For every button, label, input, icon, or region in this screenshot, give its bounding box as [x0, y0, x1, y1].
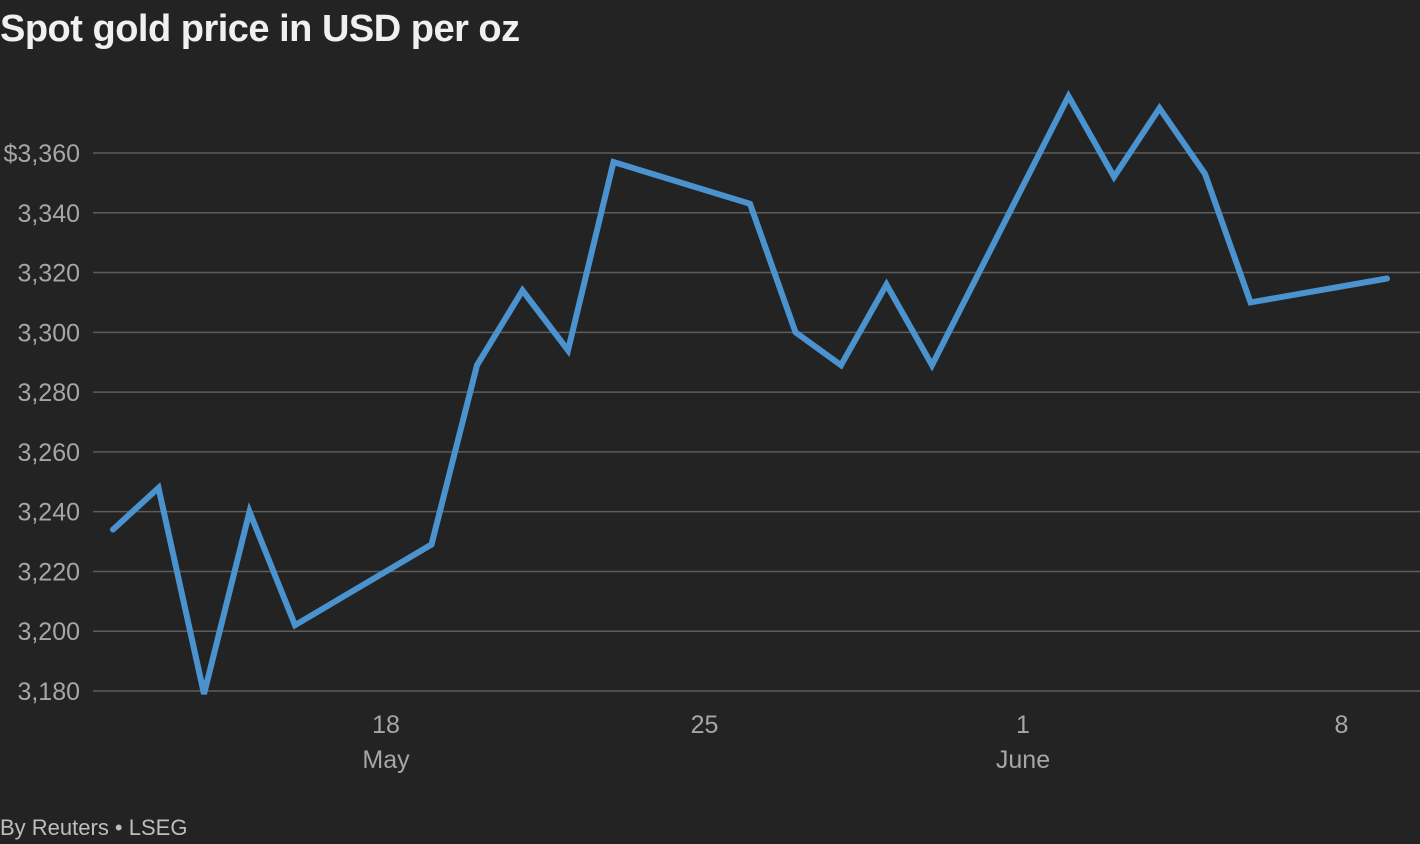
- x-month-label: June: [996, 746, 1050, 774]
- series-line: [110, 89, 1390, 695]
- y-tick-label: 3,300: [17, 319, 80, 347]
- y-tick-label: 3,280: [17, 379, 80, 407]
- x-tick-label: 25: [691, 711, 719, 739]
- source-credit: By Reuters • LSEG: [0, 815, 188, 840]
- x-tick-label: 8: [1335, 711, 1349, 739]
- y-tick-label: 3,200: [17, 618, 80, 646]
- y-tick-label: 3,180: [17, 678, 80, 706]
- y-tick-label: 3,260: [17, 439, 80, 467]
- y-tick-label: 3,240: [17, 499, 80, 527]
- x-tick-label: 1: [1016, 711, 1030, 739]
- x-tick-label: 18: [372, 711, 400, 739]
- y-tick-label: 3,320: [17, 260, 80, 288]
- y-tick-label: 3,220: [17, 558, 80, 586]
- x-month-label: May: [362, 746, 410, 774]
- y-tick-label: 3,340: [17, 200, 80, 228]
- chart-title: Spot gold price in USD per oz: [0, 8, 520, 50]
- y-tick-label: $3,360: [4, 140, 80, 168]
